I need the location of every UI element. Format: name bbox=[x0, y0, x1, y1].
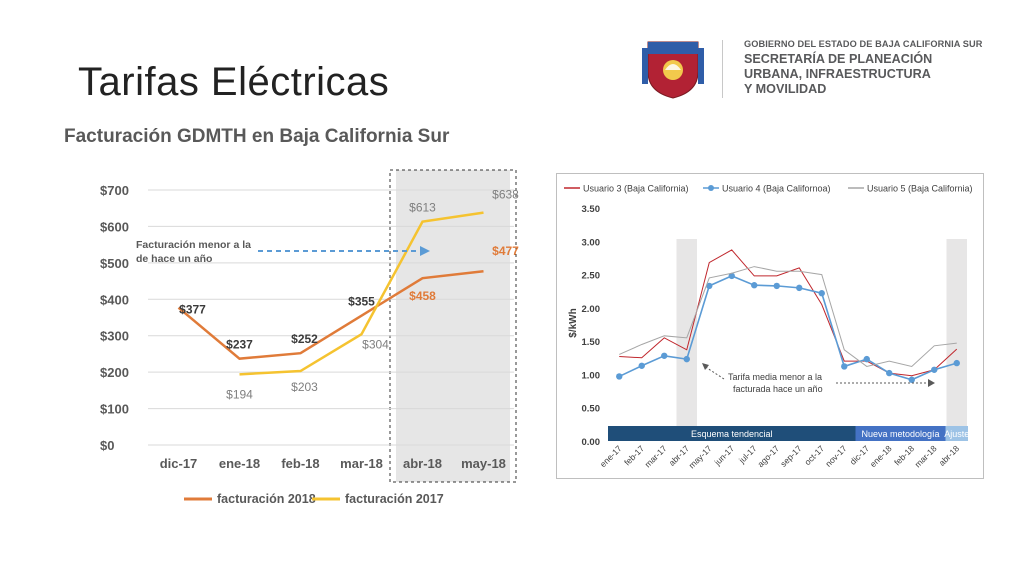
data-point bbox=[638, 362, 645, 369]
data-label: $304 bbox=[362, 337, 389, 351]
y-tick-label: 1.00 bbox=[582, 370, 601, 381]
data-label: $458 bbox=[409, 289, 436, 303]
y-tick-label: $0 bbox=[100, 438, 114, 453]
seal-logo-icon bbox=[642, 41, 704, 99]
billing-line-chart: $0 $100 $200 $300 $400 $500 $600 $700 dic-17 ene-… bbox=[100, 169, 519, 506]
chart-title: Facturación GDMTH en Baja California Sur bbox=[64, 126, 450, 147]
data-label: $638 bbox=[492, 188, 519, 202]
data-point bbox=[796, 284, 803, 292]
x-tick-label: mar-18 bbox=[340, 456, 383, 471]
legend-label: Usuario 3 (Baja California) bbox=[583, 184, 689, 194]
legend-marker bbox=[708, 185, 714, 191]
series-line bbox=[619, 249, 958, 377]
y-tick-label: $400 bbox=[100, 292, 129, 307]
data-point bbox=[683, 355, 690, 363]
shaded-column bbox=[676, 239, 697, 441]
data-point bbox=[616, 373, 623, 380]
data-point bbox=[773, 282, 780, 290]
legend-label: Usuario 4 (Baja Californoa) bbox=[722, 184, 831, 194]
logo-line-1: GOBIERNO DEL ESTADO DE BAJA CALIFORNIA S… bbox=[744, 39, 983, 49]
y-tick-label: $100 bbox=[100, 402, 129, 417]
data-label: $203 bbox=[291, 380, 318, 394]
band-label: Esquema tendencial bbox=[691, 429, 773, 439]
band-segment bbox=[608, 426, 856, 441]
data-point bbox=[841, 363, 848, 370]
data-point bbox=[818, 290, 825, 297]
legend-label: Usuario 5 (Baja California) bbox=[867, 184, 973, 194]
x-tick-label: ene-18 bbox=[219, 456, 260, 471]
data-point bbox=[886, 369, 893, 377]
tariff-line-chart: 0.00 0.50 1.00 1.50 2.00 2.50 3.00 3.50 $/kWh Esq… bbox=[556, 173, 984, 479]
slide-title: Tarifas Eléctricas bbox=[78, 60, 390, 104]
data-label: $237 bbox=[226, 338, 253, 352]
data-point bbox=[863, 355, 870, 363]
annotation-line-2: de hace un año bbox=[136, 253, 212, 265]
shaded-column bbox=[946, 239, 967, 441]
logo-line-4: Y MOVILIDAD bbox=[744, 82, 827, 96]
y-tick-label: $700 bbox=[100, 183, 129, 198]
y-tick-label: 3.00 bbox=[582, 237, 601, 248]
y-tick-label: 2.50 bbox=[582, 271, 601, 282]
y-tick-label: $600 bbox=[100, 219, 129, 234]
data-label: $194 bbox=[226, 387, 253, 401]
annotation-arrowhead bbox=[420, 246, 430, 256]
y-tick-label: $200 bbox=[100, 365, 129, 380]
data-point bbox=[728, 272, 735, 280]
y-tick-label: 2.00 bbox=[582, 304, 601, 315]
y-tick-label: 0.00 bbox=[582, 437, 601, 448]
data-point bbox=[661, 352, 668, 359]
highlight-region bbox=[396, 170, 510, 482]
band-label: Ajuste bbox=[944, 429, 969, 439]
x-tick-label: dic-17 bbox=[160, 456, 198, 471]
series-line bbox=[619, 266, 957, 367]
annotation-arrowhead bbox=[702, 363, 709, 370]
legend-label: facturación 2018 bbox=[217, 492, 316, 506]
y-tick-label: $300 bbox=[100, 329, 129, 344]
band-segment bbox=[855, 426, 946, 441]
annotation-line-1: Facturación menor a la bbox=[136, 239, 251, 251]
band-segment bbox=[945, 426, 968, 441]
y-tick-label: 3.50 bbox=[582, 204, 601, 215]
data-point bbox=[706, 282, 713, 290]
logo-line-3: URBANA, INFRAESTRUCTURA bbox=[744, 67, 931, 81]
data-point bbox=[953, 359, 960, 367]
y-tick-label: 1.50 bbox=[582, 337, 601, 348]
x-tick-label: feb-18 bbox=[281, 456, 319, 471]
data-label: $355 bbox=[348, 295, 375, 309]
data-label: $252 bbox=[291, 332, 318, 346]
annotation-arrowhead bbox=[928, 379, 935, 387]
series-line bbox=[618, 275, 957, 381]
logo-divider bbox=[722, 40, 723, 98]
x-tick-label: abr-18 bbox=[403, 456, 442, 471]
logo-line-2: SECRETARÍA DE PLANEACIÓN bbox=[744, 52, 933, 66]
data-label: $477 bbox=[492, 244, 519, 258]
annotation-line-1: Tarifa media menor a la bbox=[728, 372, 822, 382]
x-tick-label: may-18 bbox=[461, 456, 506, 471]
data-point bbox=[931, 366, 938, 373]
band-label: Nueva metodología bbox=[861, 429, 939, 439]
annotation-line-2: facturada hace un año bbox=[733, 384, 823, 394]
y-tick-label: $500 bbox=[100, 256, 129, 271]
y-tick-label: 0.50 bbox=[582, 404, 601, 415]
data-point bbox=[908, 376, 915, 383]
legend-label: facturación 2017 bbox=[345, 492, 444, 506]
data-point bbox=[751, 282, 758, 289]
series-line bbox=[239, 211, 484, 376]
highlight-box bbox=[389, 169, 517, 483]
data-label: $613 bbox=[409, 201, 436, 215]
data-label: $377 bbox=[179, 303, 206, 317]
logo-text: GOBIERNO DEL ESTADO DE BAJA CALIFORNIA S… bbox=[744, 39, 983, 97]
y-axis-title: $/kWh bbox=[568, 308, 579, 337]
series-line bbox=[177, 269, 484, 360]
